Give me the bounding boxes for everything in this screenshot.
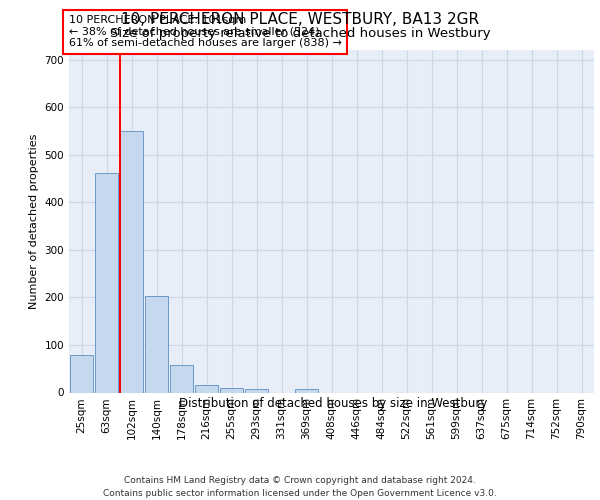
Bar [245,388,268,392]
Bar [170,366,193,392]
Bar [70,356,93,393]
Text: Contains HM Land Registry data © Crown copyright and database right 2024.
Contai: Contains HM Land Registry data © Crown c… [103,476,497,498]
Text: 10 PERCHERON PLACE: 101sqm
← 38% of detached houses are smaller (524)
61% of sem: 10 PERCHERON PLACE: 101sqm ← 38% of deta… [69,15,342,48]
Bar [195,386,218,392]
Bar [220,388,243,392]
Text: 10, PERCHERON PLACE, WESTBURY, BA13 2GR: 10, PERCHERON PLACE, WESTBURY, BA13 2GR [121,12,479,28]
Text: Size of property relative to detached houses in Westbury: Size of property relative to detached ho… [110,28,490,40]
Bar [295,388,318,392]
Y-axis label: Number of detached properties: Number of detached properties [29,134,39,309]
Bar [145,296,168,392]
Text: Distribution of detached houses by size in Westbury: Distribution of detached houses by size … [179,398,487,410]
Bar [120,131,143,392]
Bar [95,172,118,392]
